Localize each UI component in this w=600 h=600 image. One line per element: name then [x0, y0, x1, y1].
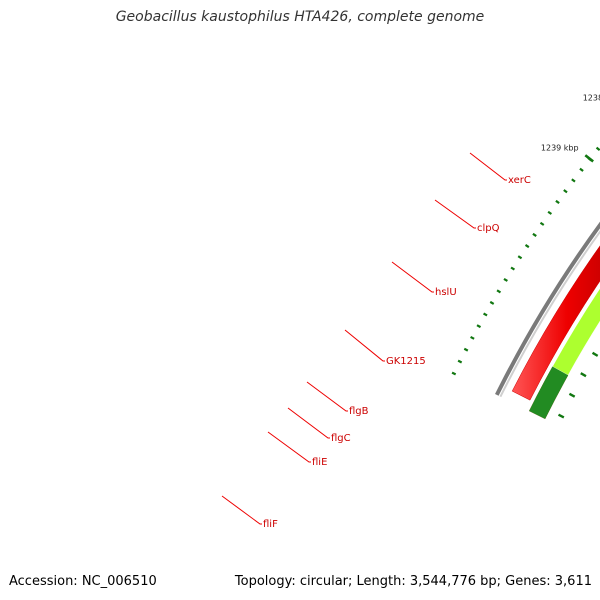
- tick-dot: [483, 312, 488, 317]
- inner-tick: [580, 372, 587, 378]
- tick-dots-layer: [451, 146, 600, 376]
- inner-tick-layer: [557, 351, 599, 419]
- tick-dot: [524, 244, 530, 249]
- tick-dot: [496, 289, 502, 294]
- backbone-shadow: [499, 230, 600, 398]
- gene-label: xerC: [508, 175, 531, 186]
- tick-dot: [579, 167, 584, 172]
- gene-label: flgC: [331, 433, 351, 444]
- tick-dot: [510, 266, 516, 271]
- forward-cds-arrow: [511, 245, 600, 401]
- gene-leader: [287, 407, 330, 439]
- tick-dot: [503, 277, 508, 282]
- gene-band: [529, 366, 569, 420]
- tick-dot: [595, 146, 600, 151]
- tick-dot: [476, 324, 482, 329]
- gene-leader: [221, 495, 262, 525]
- tick-label: 1239 kbp: [541, 144, 579, 153]
- gene-label: hslU: [435, 287, 457, 298]
- tick-dot: [532, 232, 537, 237]
- inner-tick: [591, 351, 599, 357]
- tick-dot: [571, 178, 576, 183]
- tick-dot: [470, 335, 475, 340]
- gene-layer: [529, 287, 600, 420]
- gene-label: fliF: [263, 519, 278, 530]
- gene-leader: [434, 199, 476, 229]
- gene-leader-layer: xerC clpQ hslU GK1215 flgB flgC fliE fliF: [221, 152, 531, 530]
- tick-dot: [563, 189, 568, 194]
- tick-dot: [517, 255, 523, 260]
- tick-dot: [451, 371, 457, 376]
- tick-dot: [457, 359, 463, 364]
- tick-dot: [489, 300, 495, 305]
- accession-text: Accession: NC_006510: [9, 574, 157, 589]
- gene-leader: [306, 381, 348, 412]
- backbone-layer: [495, 221, 600, 398]
- gene-label: flgB: [349, 406, 369, 417]
- gene-label: fliE: [312, 457, 327, 468]
- tick-dot: [463, 347, 469, 352]
- inner-tick: [568, 392, 576, 398]
- forward-strand-layer: [511, 245, 600, 420]
- inner-tick: [557, 413, 565, 419]
- gene-label: GK1215: [386, 356, 426, 367]
- gene-leader: [469, 152, 507, 181]
- gene-label: clpQ: [477, 223, 500, 234]
- gene-leader: [267, 431, 311, 463]
- tick-major: [584, 154, 594, 163]
- tick-dot: [555, 199, 560, 205]
- backbone-circle: [495, 221, 600, 396]
- tick-label: 1238 kbp: [583, 93, 600, 102]
- tick-dot: [547, 210, 553, 215]
- tick-dot: [539, 221, 545, 226]
- gene-leader: [344, 329, 385, 362]
- gene-band: [552, 287, 600, 376]
- summary-text: Topology: circular; Length: 3,544,776 bp…: [234, 574, 592, 589]
- gene-leader: [391, 261, 434, 293]
- map-title: Geobacillus kaustophilus HTA426, complet…: [115, 9, 485, 25]
